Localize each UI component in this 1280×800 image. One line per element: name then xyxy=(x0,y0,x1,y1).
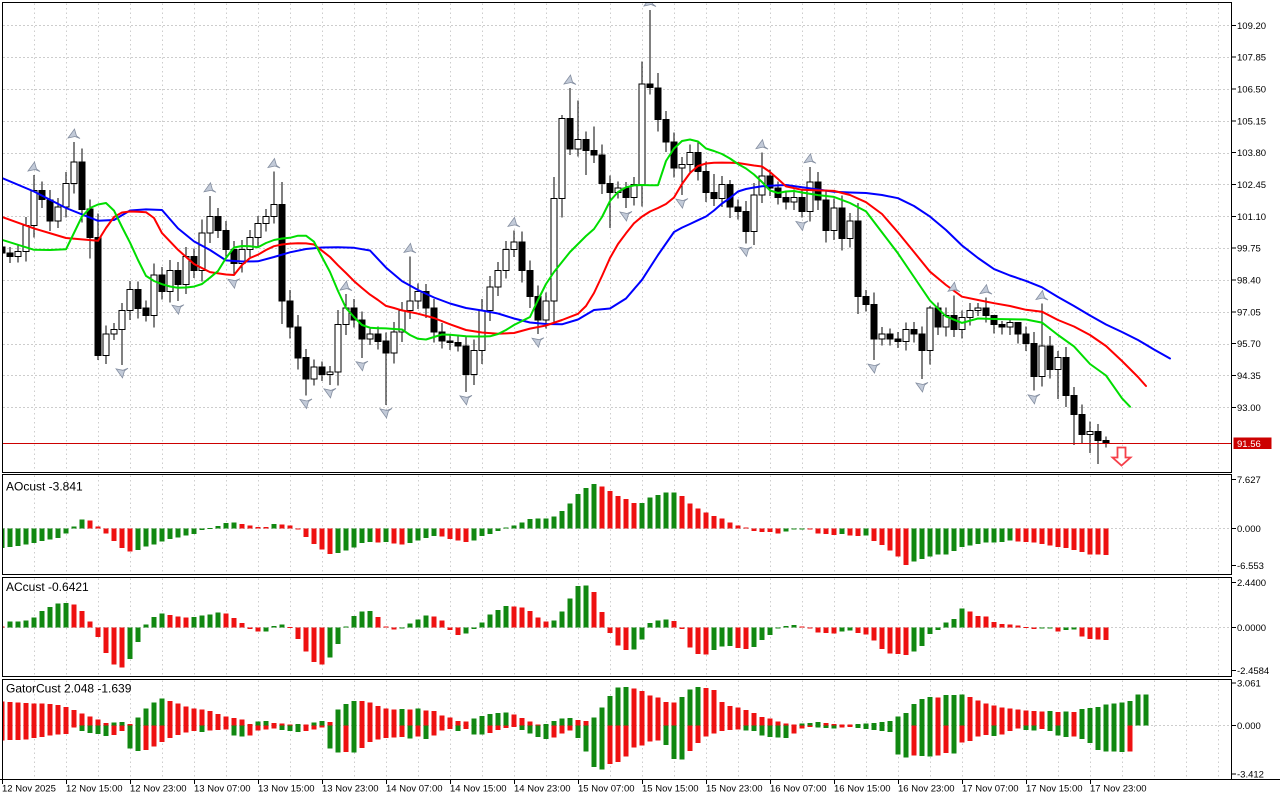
svg-text:97.05: 97.05 xyxy=(1237,307,1261,318)
svg-text:13 Nov 23:00: 13 Nov 23:00 xyxy=(322,784,379,795)
svg-text:16 Nov 07:00: 16 Nov 07:00 xyxy=(770,784,827,795)
svg-text:14 Nov 15:00: 14 Nov 15:00 xyxy=(450,784,507,795)
svg-text:0.0000: 0.0000 xyxy=(1237,623,1266,634)
svg-text:2.4400: 2.4400 xyxy=(1237,578,1266,589)
svg-text:7.627: 7.627 xyxy=(1237,475,1261,486)
svg-text:12 Nov 23:00: 12 Nov 23:00 xyxy=(130,784,187,795)
svg-text:106.50: 106.50 xyxy=(1237,85,1266,96)
svg-text:ACcust -0.6421: ACcust -0.6421 xyxy=(6,580,89,594)
svg-text:15 Nov 15:00: 15 Nov 15:00 xyxy=(642,784,699,795)
svg-text:99.75: 99.75 xyxy=(1237,244,1261,255)
svg-text:16 Nov 23:00: 16 Nov 23:00 xyxy=(898,784,955,795)
svg-text:91.56: 91.56 xyxy=(1237,439,1261,450)
svg-text:12 Nov 2025: 12 Nov 2025 xyxy=(2,784,56,795)
svg-text:98.40: 98.40 xyxy=(1237,275,1261,286)
svg-text:94.35: 94.35 xyxy=(1237,371,1261,382)
svg-text:-3.412: -3.412 xyxy=(1237,770,1264,781)
svg-text:12 Nov 15:00: 12 Nov 15:00 xyxy=(66,784,123,795)
svg-text:14 Nov 07:00: 14 Nov 07:00 xyxy=(386,784,443,795)
svg-text:109.20: 109.20 xyxy=(1237,21,1266,32)
svg-text:0.000: 0.000 xyxy=(1237,524,1261,535)
svg-text:103.80: 103.80 xyxy=(1237,148,1266,159)
svg-text:0.000: 0.000 xyxy=(1237,721,1261,732)
svg-text:AOcust -3.841: AOcust -3.841 xyxy=(6,480,83,494)
svg-text:14 Nov 23:00: 14 Nov 23:00 xyxy=(514,784,571,795)
svg-text:15 Nov 23:00: 15 Nov 23:00 xyxy=(706,784,763,795)
svg-text:17 Nov 15:00: 17 Nov 15:00 xyxy=(1026,784,1083,795)
svg-text:13 Nov 07:00: 13 Nov 07:00 xyxy=(194,784,251,795)
svg-text:17 Nov 23:00: 17 Nov 23:00 xyxy=(1090,784,1147,795)
svg-text:GatorCust 2.048 -1.639: GatorCust 2.048 -1.639 xyxy=(6,682,132,696)
svg-text:15 Nov 07:00: 15 Nov 07:00 xyxy=(578,784,635,795)
svg-text:3.061: 3.061 xyxy=(1237,679,1261,690)
svg-text:17 Nov 07:00: 17 Nov 07:00 xyxy=(962,784,1019,795)
svg-text:105.15: 105.15 xyxy=(1237,116,1266,127)
svg-text:16 Nov 15:00: 16 Nov 15:00 xyxy=(834,784,891,795)
svg-text:102.45: 102.45 xyxy=(1237,180,1266,191)
svg-text:-2.4584: -2.4584 xyxy=(1237,666,1269,677)
svg-text:107.85: 107.85 xyxy=(1237,53,1266,64)
svg-text:13 Nov 15:00: 13 Nov 15:00 xyxy=(258,784,315,795)
svg-text:-6.553: -6.553 xyxy=(1237,561,1264,572)
svg-text:101.10: 101.10 xyxy=(1237,212,1266,223)
svg-text:93.00: 93.00 xyxy=(1237,403,1261,414)
svg-text:95.70: 95.70 xyxy=(1237,339,1261,350)
